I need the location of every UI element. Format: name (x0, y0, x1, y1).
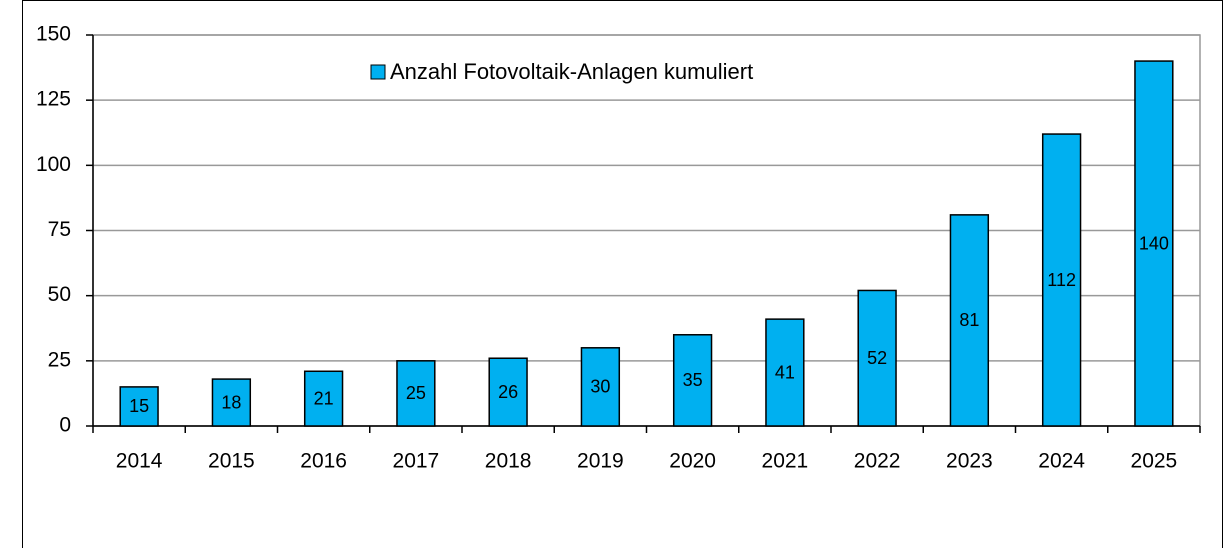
data-label: 30 (590, 377, 610, 397)
x-tick-label: 2016 (300, 450, 347, 473)
x-tick-label: 2014 (116, 450, 163, 473)
y-tick-label: 150 (36, 23, 71, 46)
chart-frame (22, 0, 1223, 548)
legend-swatch (370, 64, 386, 80)
y-tick-label: 0 (59, 414, 71, 437)
data-label: 15 (129, 396, 149, 416)
bar (765, 318, 805, 427)
data-label: 21 (314, 388, 334, 408)
data-label: 41 (775, 362, 795, 382)
data-label: 112 (1047, 270, 1076, 290)
x-tick-label: 2024 (1038, 450, 1085, 473)
bar (119, 386, 159, 427)
bar (488, 357, 528, 427)
bar (303, 370, 344, 427)
x-tick-label: 2023 (946, 450, 993, 473)
bar (949, 214, 990, 427)
bar (211, 378, 252, 427)
x-tick-label: 2017 (393, 450, 440, 473)
y-tick-label: 50 (48, 283, 71, 306)
x-tick-label: 2022 (854, 450, 901, 473)
y-tick-label: 125 (36, 88, 71, 111)
x-tick-label: 2025 (1131, 450, 1178, 473)
bar (672, 334, 713, 427)
x-tick-label: 2018 (485, 450, 532, 473)
data-label: 35 (683, 370, 703, 390)
y-tick-label: 100 (36, 153, 71, 176)
x-tick-label: 2020 (669, 450, 716, 473)
bar (1041, 133, 1082, 427)
x-tick-label: 2019 (577, 450, 624, 473)
x-tick-label: 2015 (208, 450, 255, 473)
bar (1134, 60, 1174, 427)
y-tick-label: 75 (48, 218, 71, 241)
data-label: 25 (406, 383, 426, 403)
data-label: 18 (221, 392, 241, 412)
legend-label: Anzahl Fotovoltaik-Anlagen kumuliert (390, 59, 753, 84)
x-tick-label: 2021 (762, 450, 809, 473)
y-tick-label: 25 (48, 348, 71, 371)
bar (580, 347, 621, 427)
data-label: 26 (498, 382, 518, 402)
data-label: 140 (1139, 233, 1169, 253)
data-label: 52 (867, 348, 887, 368)
data-label: 81 (959, 310, 979, 330)
bar (396, 360, 436, 427)
bar (857, 289, 897, 427)
